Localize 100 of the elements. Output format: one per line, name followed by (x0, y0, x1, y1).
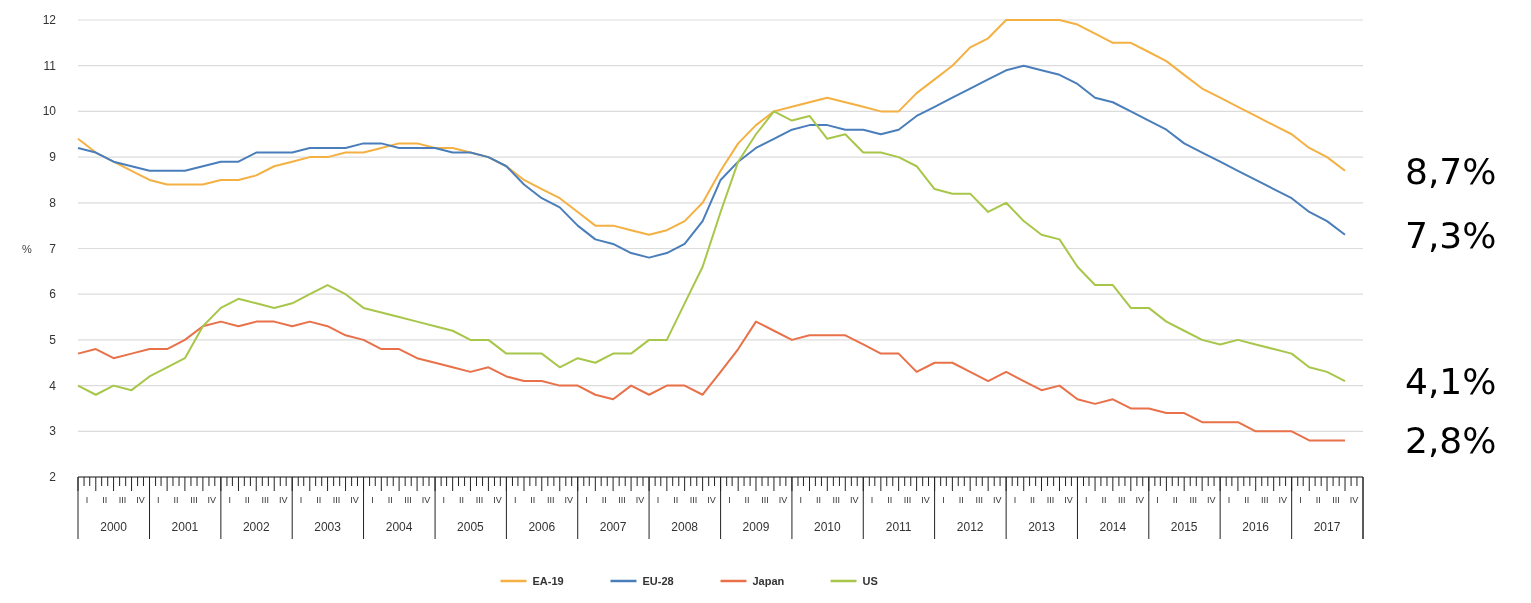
text: II (1244, 495, 1250, 505)
y-tick-label: 11 (43, 58, 57, 73)
text: II (958, 495, 964, 505)
text: IV (207, 495, 217, 505)
text: II (530, 495, 536, 505)
text: IV (635, 495, 645, 505)
text: IV (493, 495, 502, 505)
text: IV (1349, 495, 1359, 505)
x-tick-label: 2005 (457, 520, 485, 534)
text: II (1315, 495, 1321, 505)
text: III (261, 495, 269, 505)
text: II (815, 495, 821, 505)
x-tick-label: 2017 (1313, 520, 1341, 534)
text: III (118, 495, 127, 505)
text: II (673, 495, 679, 505)
text: IV (421, 495, 431, 505)
line-series (77, 64, 1347, 259)
x-tick-label: 2000 (100, 520, 128, 534)
line-series (77, 19, 1347, 236)
text: IV (1206, 495, 1216, 505)
annotation: 8,7% (1405, 150, 1497, 192)
text: I (585, 495, 588, 505)
y-tick-label: 12 (42, 13, 57, 27)
x-tick-label: 2006 (528, 520, 556, 534)
text: III (332, 495, 341, 505)
y-tick-label: 10 (42, 104, 57, 119)
text: IV (707, 495, 716, 505)
text: III (404, 495, 412, 505)
text: I (513, 495, 517, 505)
text: III (761, 495, 769, 505)
text: III (547, 495, 555, 505)
y-tick-label: 4 (49, 378, 57, 393)
text: I (157, 495, 160, 505)
text: IV (136, 495, 145, 505)
legend-label: EU-28 (642, 575, 674, 587)
x-tick-label: 2002 (242, 520, 270, 534)
y-tick-label: 8 (49, 195, 57, 210)
x-tick-label: 2014 (1099, 520, 1127, 534)
x-tick-label: 2008 (671, 520, 699, 534)
annotation: 2,8% (1405, 420, 1497, 462)
text: III (1118, 495, 1126, 505)
text: III (832, 495, 841, 505)
text: I (442, 495, 446, 505)
text: I (870, 495, 874, 505)
text: I (299, 495, 303, 505)
text: I (1013, 495, 1017, 505)
legend-label: US (862, 575, 878, 587)
text: III (1260, 495, 1269, 505)
text: II (459, 495, 465, 505)
text: IV (1064, 495, 1073, 505)
text: IV (992, 495, 1002, 505)
text: II (601, 495, 607, 505)
x-tick-label: 2011 (885, 520, 912, 534)
text: II (1101, 495, 1107, 505)
text: I (1299, 495, 1302, 505)
x-tick-label: 2012 (956, 520, 984, 534)
text: IV (850, 495, 859, 505)
text: II (387, 495, 393, 505)
line-series (77, 320, 1347, 442)
text: IV (778, 495, 788, 505)
text: II (744, 495, 750, 505)
legend-label: EA-19 (532, 575, 564, 587)
text: IV (921, 495, 930, 505)
x-tick-label: 2016 (1242, 520, 1270, 534)
y-tick-label: 9 (49, 150, 57, 165)
text: IV (564, 495, 573, 505)
x-tick-label: 2001 (171, 520, 199, 534)
text: I (85, 495, 89, 505)
text: IV (350, 495, 359, 505)
text: II (173, 495, 179, 505)
text: II (1030, 495, 1036, 505)
text: I (371, 495, 374, 505)
y-tick-label: 5 (49, 332, 57, 347)
x-tick-label: 2004 (385, 520, 413, 534)
text: I (942, 495, 945, 505)
text: III (1046, 495, 1055, 505)
y-tick-label: 6 (49, 287, 57, 302)
text: I (1085, 495, 1088, 505)
text: II (887, 495, 893, 505)
y-tick-label: 3 (49, 424, 57, 439)
x-tick-label: 2009 (742, 520, 770, 534)
x-tick-label: 2007 (599, 520, 627, 534)
text: II (102, 495, 108, 505)
text: I (1156, 495, 1159, 505)
x-tick-label: 2015 (1170, 520, 1198, 534)
text: III (190, 495, 198, 505)
annotation: 4,1% (1405, 361, 1497, 403)
text: I (228, 495, 231, 505)
text: IV (1135, 495, 1145, 505)
text: II (316, 495, 322, 505)
text: III (975, 495, 983, 505)
annotation: 7,3% (1405, 214, 1497, 256)
y-axis-title: % (22, 242, 32, 255)
text: III (903, 495, 912, 505)
y-tick-label: 7 (49, 241, 57, 256)
text: III (618, 495, 626, 505)
text: III (689, 495, 698, 505)
text: I (799, 495, 802, 505)
text: III (475, 495, 484, 505)
text: III (1332, 495, 1340, 505)
